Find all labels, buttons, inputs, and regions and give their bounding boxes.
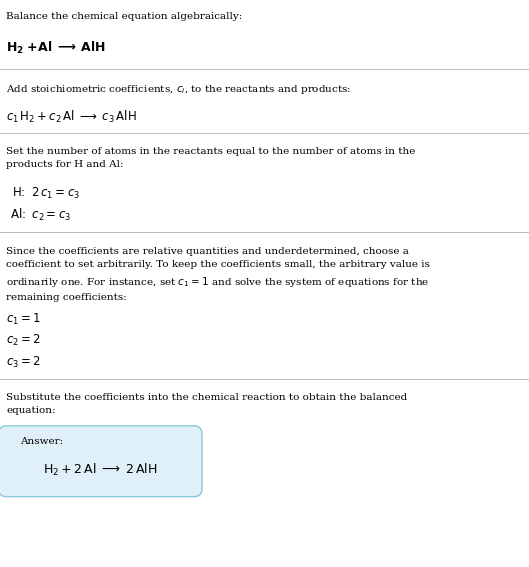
Text: Substitute the coefficients into the chemical reaction to obtain the balanced
eq: Substitute the coefficients into the che… bbox=[6, 393, 408, 415]
FancyBboxPatch shape bbox=[0, 426, 202, 497]
Text: $\mathrm{H_2} + 2\,\mathrm{Al} \;\longrightarrow\; 2\,\mathrm{AlH}$: $\mathrm{H_2} + 2\,\mathrm{Al} \;\longri… bbox=[43, 462, 158, 478]
Text: $c_2 = 2$: $c_2 = 2$ bbox=[6, 333, 41, 349]
Text: Since the coefficients are relative quantities and underdetermined, choose a
coe: Since the coefficients are relative quan… bbox=[6, 247, 430, 302]
Text: Al:$\;\;c_2 = c_3$: Al:$\;\;c_2 = c_3$ bbox=[10, 207, 70, 223]
Text: $c_1 = 1$: $c_1 = 1$ bbox=[6, 312, 41, 327]
Text: $c_1\, \mathrm{H_2} + c_2\, \mathrm{Al} \;\longrightarrow\; c_3\, \mathrm{AlH}$: $c_1\, \mathrm{H_2} + c_2\, \mathrm{Al} … bbox=[6, 109, 137, 125]
Text: Set the number of atoms in the reactants equal to the number of atoms in the
pro: Set the number of atoms in the reactants… bbox=[6, 147, 416, 169]
Text: Answer:: Answer: bbox=[20, 437, 63, 446]
Text: $\mathbf{H_2}$ $\mathbf{+ Al \;\longrightarrow\; AlH}$: $\mathbf{H_2}$ $\mathbf{+ Al \;\longrigh… bbox=[6, 40, 106, 56]
Text: Balance the chemical equation algebraically:: Balance the chemical equation algebraica… bbox=[6, 12, 243, 22]
Text: H:$\;\;2\,c_1 = c_3$: H:$\;\;2\,c_1 = c_3$ bbox=[12, 185, 80, 201]
Text: $c_3 = 2$: $c_3 = 2$ bbox=[6, 355, 41, 370]
Text: Add stoichiometric coefficients, $c_i$, to the reactants and products:: Add stoichiometric coefficients, $c_i$, … bbox=[6, 83, 352, 96]
